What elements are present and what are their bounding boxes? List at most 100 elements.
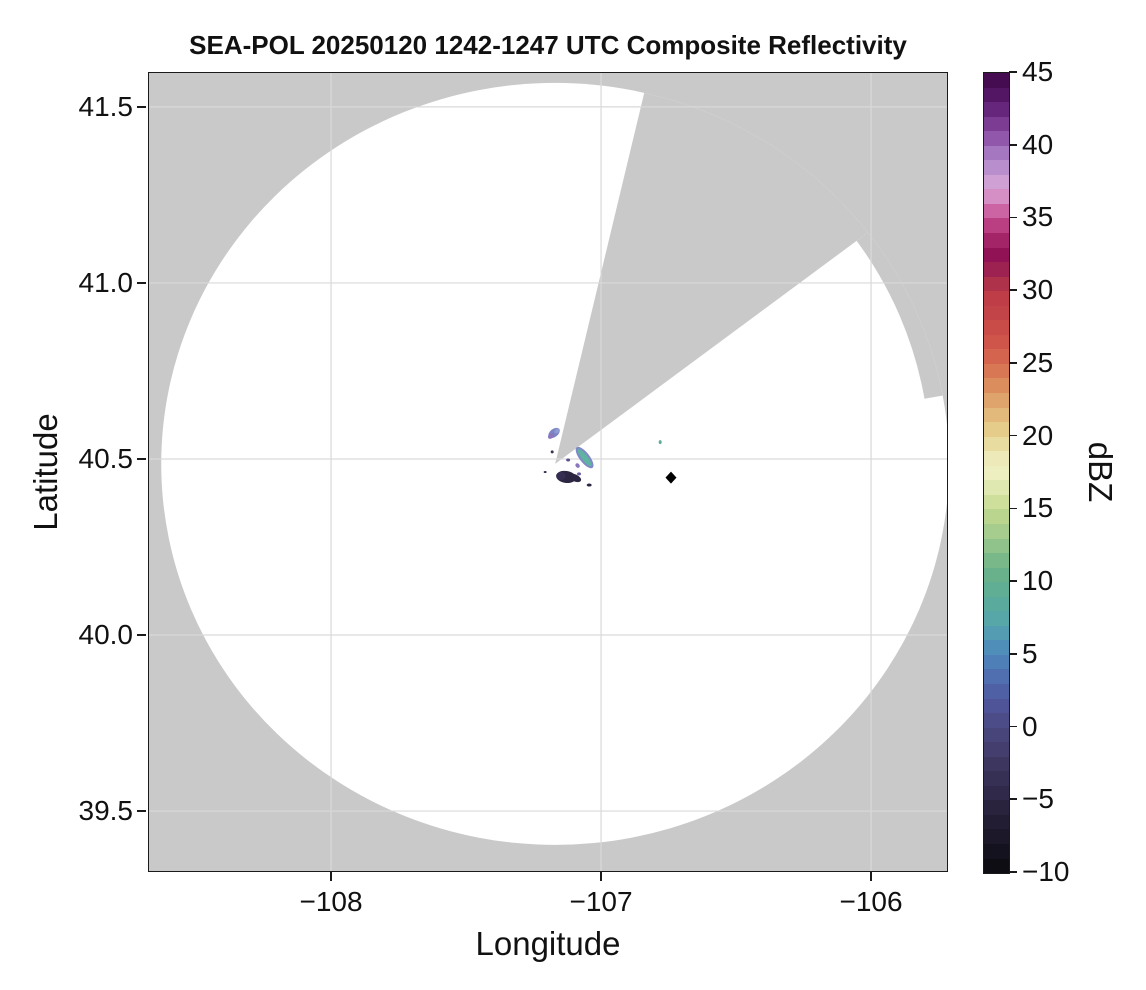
gridlines: [148, 72, 948, 872]
x-tick-mark: [600, 872, 602, 881]
y-tick-label: 39.5: [78, 795, 134, 827]
colorbar-cell: [984, 480, 1009, 495]
colorbar-cell: [984, 145, 1009, 161]
beam-blocked-sectors: [555, 82, 948, 464]
colorbar-cell: [984, 334, 1009, 350]
colorbar-cell: [984, 538, 1009, 554]
colorbar-cell: [984, 451, 1009, 466]
x-tick-label: −106: [839, 886, 903, 917]
colorbar-tick-mark: [1009, 580, 1018, 582]
colorbar-cell: [984, 378, 1009, 394]
colorbar-cell: [984, 640, 1009, 655]
colorbar-cell: [984, 465, 1009, 481]
colorbar-cell: [984, 436, 1009, 452]
colorbar-tick-label: −5: [1022, 783, 1054, 815]
echo-blob-southwest: [556, 470, 582, 484]
colorbar-tick-label: −10: [1022, 856, 1070, 887]
echo-dot-purple: [566, 458, 571, 462]
y-tick-label: 40.0: [78, 619, 134, 651]
colorbar-tick-mark: [1009, 362, 1018, 364]
colorbar-cell: [984, 843, 1009, 859]
x-tick-label: −107: [569, 886, 633, 917]
colorbar-tick-label: 5: [1022, 637, 1038, 669]
colorbar-cell: [984, 305, 1009, 321]
colorbar-cell: [984, 494, 1009, 510]
colorbar-cell: [984, 422, 1009, 437]
site-marker-diamond: [665, 471, 677, 484]
y-tick-mark: [137, 810, 147, 812]
colorbar: [983, 72, 1010, 874]
colorbar-cell: [984, 771, 1009, 786]
x-tick-label: −108: [299, 886, 363, 917]
colorbar-tick-mark: [1009, 871, 1018, 873]
colorbar-tick-label: 15: [1022, 492, 1054, 524]
echo-streak-center: [575, 446, 594, 469]
colorbar-cell: [984, 393, 1009, 408]
colorbar-cell: [984, 87, 1009, 103]
colorbar-tick-mark: [1009, 434, 1018, 437]
colorbar-cell: [984, 829, 1009, 844]
colorbar-tick-mark: [1009, 725, 1018, 728]
colorbar-tick-label: 40: [1022, 128, 1054, 160]
colorbar-cell: [984, 407, 1009, 423]
colorbar-cell: [984, 116, 1009, 132]
colorbar-cell: [984, 785, 1009, 801]
colorbar-cell: [984, 567, 1009, 583]
colorbar-cell: [984, 756, 1009, 772]
colorbar-tick-label: 20: [1022, 419, 1054, 451]
colorbar-cell: [984, 160, 1009, 175]
colorbar-cell: [984, 625, 1009, 641]
radar-map: [148, 72, 948, 872]
y-tick-mark: [137, 634, 147, 636]
colorbar-tick-mark: [1009, 798, 1018, 801]
colorbar-cell: [984, 713, 1009, 728]
colorbar-cell: [984, 596, 1009, 612]
colorbar-tick-mark: [1009, 289, 1018, 291]
echo-dot-teal-east: [658, 440, 662, 445]
colorbar-cell: [984, 320, 1009, 335]
colorbar-cell: [984, 276, 1009, 292]
colorbar-tick-mark: [1009, 507, 1018, 510]
colorbar-tick-label: 45: [1022, 56, 1054, 87]
echo-dot-dark-southwest: [543, 471, 547, 473]
colorbar-tick-mark: [1009, 143, 1018, 146]
colorbar-cell: [984, 858, 1009, 874]
colorbar-cell: [984, 683, 1009, 699]
echo-dot-dark-west: [550, 450, 554, 454]
colorbar-cell: [984, 102, 1009, 117]
colorbar-tick-label: 10: [1022, 565, 1054, 597]
y-tick-label: 41.0: [78, 266, 134, 298]
colorbar-cell: [984, 174, 1009, 190]
echo-streak-north: [547, 427, 560, 439]
blocked-sector: [555, 82, 948, 464]
colorbar-cell: [984, 218, 1009, 234]
colorbar-cell: [984, 203, 1009, 219]
colorbar-cell: [984, 509, 1009, 524]
colorbar-label: dBZ: [1082, 441, 1119, 503]
colorbar-tick-label: 30: [1022, 274, 1054, 306]
colorbar-cell: [984, 611, 1009, 626]
colorbar-tick-label: 25: [1022, 346, 1054, 378]
colorbar-cell: [984, 73, 1009, 88]
colorbar-tick-mark: [1009, 653, 1018, 655]
echo-dot-dark-south: [586, 483, 592, 487]
y-tick-label: 41.5: [78, 90, 134, 122]
colorbar-cell: [984, 669, 1009, 684]
reflectivity-echoes: [543, 427, 662, 487]
colorbar-tick-label: 0: [1022, 710, 1038, 742]
colorbar-cell: [984, 727, 1009, 743]
colorbar-cell: [984, 247, 1009, 263]
colorbar-tick-mark: [1009, 216, 1018, 219]
colorbar-cell: [984, 814, 1009, 830]
x-tick-mark: [330, 872, 332, 881]
colorbar-cell: [984, 698, 1009, 714]
colorbar-cell: [984, 189, 1009, 204]
x-axis-label: Longitude: [475, 925, 621, 962]
colorbar-cell: [984, 291, 1009, 306]
y-tick-label: 40.5: [78, 442, 134, 474]
chart-title: SEA-POL 20250120 1242-1247 UTC Composite…: [189, 30, 907, 60]
y-tick-mark: [137, 106, 147, 108]
colorbar-cell: [984, 800, 1009, 815]
y-tick-mark: [137, 282, 147, 284]
